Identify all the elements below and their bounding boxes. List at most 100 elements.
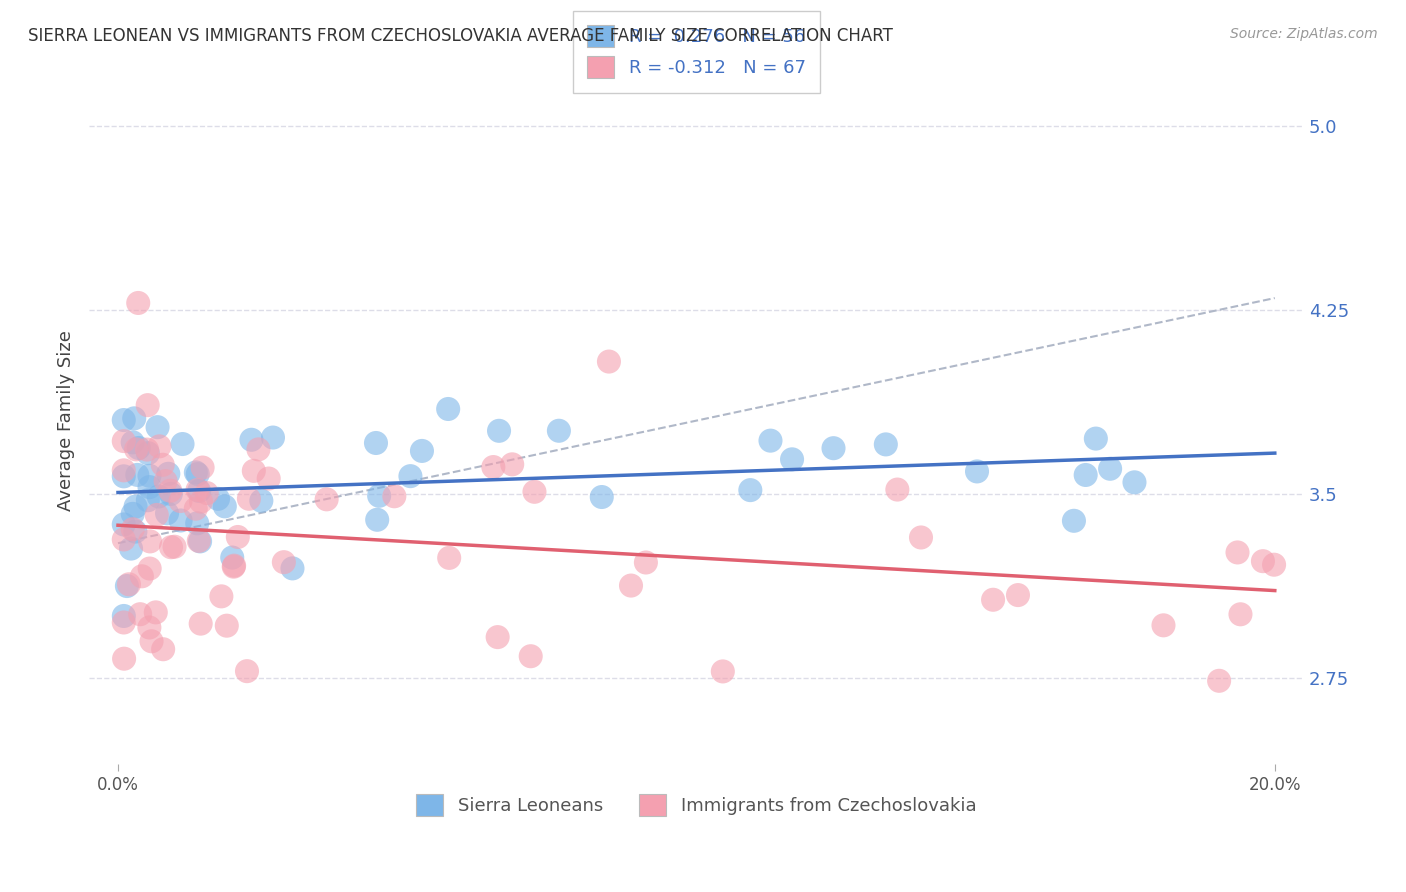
Immigrants from Czechoslovakia — [159, 483, 181, 498]
Immigrants from Czechoslovakia — [486, 630, 509, 644]
Sierra Leoneans — [1123, 475, 1146, 490]
Immigrants from Czechoslovakia — [238, 491, 260, 506]
Sierra Leoneans — [221, 550, 243, 565]
Sierra Leoneans — [121, 507, 143, 521]
Sierra Leoneans — [281, 561, 304, 575]
Immigrants from Czechoslovakia — [136, 442, 159, 457]
Sierra Leoneans — [188, 534, 211, 549]
Sierra Leoneans — [124, 524, 146, 539]
Sierra Leoneans — [115, 579, 138, 593]
Legend: Sierra Leoneans, Immigrants from Czechoslovakia: Sierra Leoneans, Immigrants from Czechos… — [409, 787, 984, 823]
Sierra Leoneans — [136, 446, 159, 460]
Immigrants from Czechoslovakia — [191, 460, 214, 475]
Immigrants from Czechoslovakia — [152, 458, 174, 472]
Sierra Leoneans — [966, 465, 988, 479]
Immigrants from Czechoslovakia — [711, 665, 734, 679]
Sierra Leoneans — [172, 437, 194, 451]
Sierra Leoneans — [186, 516, 208, 531]
Sierra Leoneans — [121, 435, 143, 450]
Sierra Leoneans — [875, 437, 897, 451]
Immigrants from Czechoslovakia — [523, 484, 546, 499]
Sierra Leoneans — [399, 469, 422, 483]
Immigrants from Czechoslovakia — [118, 577, 141, 591]
Immigrants from Czechoslovakia — [141, 634, 163, 648]
Sierra Leoneans — [207, 491, 229, 506]
Sierra Leoneans — [1074, 467, 1097, 482]
Sierra Leoneans — [169, 514, 191, 528]
Sierra Leoneans — [823, 441, 845, 455]
Sierra Leoneans — [1084, 432, 1107, 446]
Sierra Leoneans — [120, 541, 142, 556]
Immigrants from Czechoslovakia — [160, 540, 183, 554]
Immigrants from Czechoslovakia — [209, 590, 232, 604]
Immigrants from Czechoslovakia — [112, 615, 135, 630]
Immigrants from Czechoslovakia — [190, 494, 212, 508]
Sierra Leoneans — [112, 517, 135, 532]
Sierra Leoneans — [366, 513, 388, 527]
Immigrants from Czechoslovakia — [1153, 618, 1175, 632]
Immigrants from Czechoslovakia — [131, 569, 153, 583]
Immigrants from Czechoslovakia — [155, 474, 177, 488]
Immigrants from Czechoslovakia — [195, 486, 218, 500]
Sierra Leoneans — [1063, 514, 1085, 528]
Immigrants from Czechoslovakia — [501, 458, 523, 472]
Sierra Leoneans — [759, 434, 782, 448]
Immigrants from Czechoslovakia — [1208, 673, 1230, 688]
Sierra Leoneans — [112, 469, 135, 483]
Immigrants from Czechoslovakia — [981, 592, 1004, 607]
Immigrants from Czechoslovakia — [620, 578, 643, 592]
Immigrants from Czechoslovakia — [125, 442, 148, 457]
Immigrants from Czechoslovakia — [437, 550, 460, 565]
Immigrants from Czechoslovakia — [519, 649, 541, 664]
Immigrants from Czechoslovakia — [136, 398, 159, 412]
Sierra Leoneans — [146, 420, 169, 434]
Immigrants from Czechoslovakia — [121, 522, 143, 536]
Immigrants from Czechoslovakia — [482, 460, 505, 475]
Sierra Leoneans — [368, 489, 391, 503]
Sierra Leoneans — [136, 493, 159, 508]
Sierra Leoneans — [411, 444, 433, 458]
Immigrants from Czechoslovakia — [138, 561, 160, 575]
Immigrants from Czechoslovakia — [315, 492, 337, 507]
Immigrants from Czechoslovakia — [112, 463, 135, 477]
Immigrants from Czechoslovakia — [152, 642, 174, 657]
Immigrants from Czechoslovakia — [247, 442, 270, 457]
Sierra Leoneans — [780, 452, 803, 467]
Immigrants from Czechoslovakia — [598, 354, 620, 368]
Immigrants from Czechoslovakia — [112, 651, 135, 665]
Y-axis label: Average Family Size: Average Family Size — [58, 330, 75, 511]
Immigrants from Czechoslovakia — [127, 296, 149, 310]
Immigrants from Czechoslovakia — [222, 559, 245, 574]
Sierra Leoneans — [156, 506, 179, 520]
Sierra Leoneans — [148, 490, 170, 504]
Immigrants from Czechoslovakia — [224, 558, 246, 573]
Sierra Leoneans — [548, 424, 571, 438]
Immigrants from Czechoslovakia — [1229, 607, 1251, 622]
Immigrants from Czechoslovakia — [886, 483, 908, 497]
Immigrants from Czechoslovakia — [257, 471, 280, 485]
Immigrants from Czechoslovakia — [910, 531, 932, 545]
Sierra Leoneans — [488, 424, 510, 438]
Sierra Leoneans — [124, 500, 146, 514]
Immigrants from Czechoslovakia — [146, 508, 169, 522]
Sierra Leoneans — [128, 441, 150, 455]
Immigrants from Czechoslovakia — [163, 540, 186, 554]
Immigrants from Czechoslovakia — [1007, 588, 1029, 602]
Immigrants from Czechoslovakia — [112, 434, 135, 448]
Sierra Leoneans — [364, 436, 387, 450]
Sierra Leoneans — [591, 490, 613, 504]
Sierra Leoneans — [127, 467, 149, 482]
Immigrants from Czechoslovakia — [129, 607, 152, 622]
Immigrants from Czechoslovakia — [226, 530, 249, 544]
Immigrants from Czechoslovakia — [1263, 558, 1285, 572]
Immigrants from Czechoslovakia — [243, 464, 266, 478]
Text: SIERRA LEONEAN VS IMMIGRANTS FROM CZECHOSLOVAKIA AVERAGE FAMILY SIZE CORRELATION: SIERRA LEONEAN VS IMMIGRANTS FROM CZECHO… — [28, 27, 893, 45]
Sierra Leoneans — [1099, 462, 1122, 476]
Sierra Leoneans — [437, 402, 460, 417]
Immigrants from Czechoslovakia — [634, 556, 657, 570]
Immigrants from Czechoslovakia — [236, 664, 259, 678]
Sierra Leoneans — [188, 483, 211, 498]
Immigrants from Czechoslovakia — [1226, 545, 1249, 559]
Immigrants from Czechoslovakia — [145, 606, 167, 620]
Sierra Leoneans — [157, 467, 180, 481]
